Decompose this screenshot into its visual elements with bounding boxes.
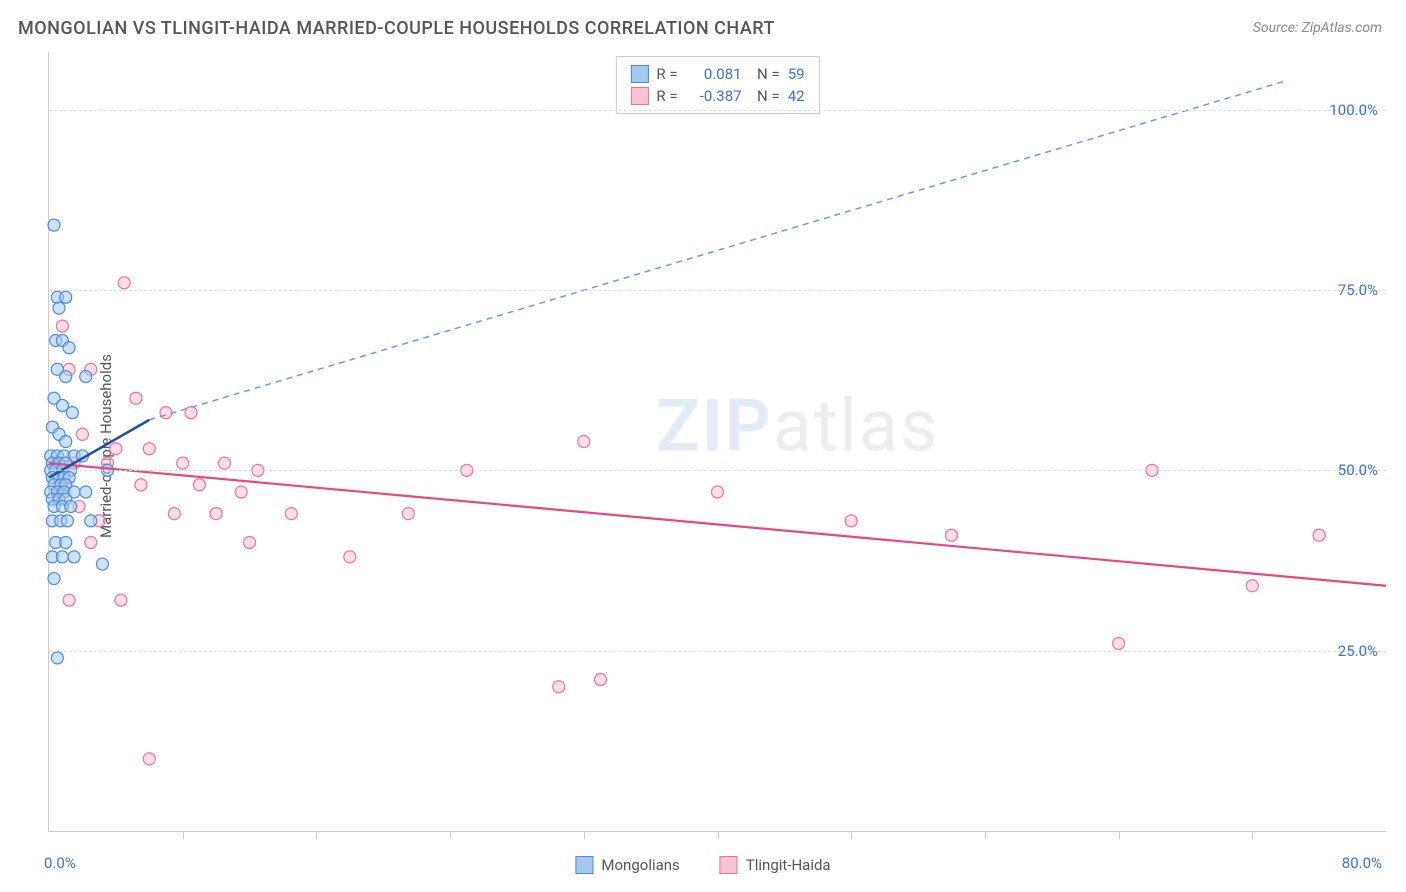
x-tick [1119, 831, 1120, 839]
y-tick-label: 100.0% [1329, 101, 1378, 119]
gridline-h [49, 290, 1386, 291]
stats-n-label: N = [750, 65, 780, 83]
x-tick [851, 831, 852, 839]
x-axis-min-label: 0.0% [44, 854, 76, 872]
legend-swatch-tlingit [720, 856, 738, 874]
stats-n-label: N = [750, 87, 780, 105]
legend-item-tlingit: Tlingit-Haida [720, 856, 831, 874]
gridline-h [49, 651, 1386, 652]
x-tick [1252, 831, 1253, 839]
correlation-chart: MONGOLIAN VS TLINGIT-HAIDA MARRIED-COUPL… [0, 0, 1406, 892]
x-tick [316, 831, 317, 839]
x-tick [718, 831, 719, 839]
y-tick-label: 50.0% [1338, 461, 1378, 479]
x-tick [183, 831, 184, 839]
gridline-h [49, 470, 1386, 471]
stats-r-value-mongolians: 0.081 [686, 65, 742, 83]
stats-r-label: R = [656, 87, 677, 105]
legend-swatch-mongolians [575, 856, 593, 874]
stats-row-tlingit: R = -0.387 N = 42 [630, 85, 804, 107]
plot-area: ZIPatlas R = 0.081 N = 59 R = -0.387 N =… [48, 52, 1386, 832]
y-tick-label: 75.0% [1338, 281, 1378, 299]
chart-title: MONGOLIAN VS TLINGIT-HAIDA MARRIED-COUPL… [18, 18, 775, 39]
y-tick-label: 25.0% [1338, 642, 1378, 660]
gridline-h [49, 110, 1386, 111]
stats-swatch-tlingit [630, 87, 648, 105]
stats-legend-box: R = 0.081 N = 59 R = -0.387 N = 42 [615, 56, 819, 114]
stats-r-value-tlingit: -0.387 [686, 87, 742, 105]
stats-row-mongolians: R = 0.081 N = 59 [630, 63, 804, 85]
legend-label-mongolians: Mongolians [601, 856, 679, 874]
x-tick [450, 831, 451, 839]
stats-r-label: R = [656, 65, 677, 83]
stats-n-value-tlingit: 42 [788, 87, 805, 105]
legend-label-tlingit: Tlingit-Haida [746, 856, 831, 874]
source-attribution: Source: ZipAtlas.com [1253, 20, 1382, 36]
x-axis-max-label: 80.0% [1342, 854, 1382, 872]
chart-svg [49, 52, 1386, 831]
legend-item-mongolians: Mongolians [575, 856, 679, 874]
stats-swatch-mongolians [630, 65, 648, 83]
x-tick [985, 831, 986, 839]
bottom-legend: Mongolians Tlingit-Haida [575, 856, 830, 874]
stats-n-value-mongolians: 59 [788, 65, 805, 83]
x-tick [584, 831, 585, 839]
